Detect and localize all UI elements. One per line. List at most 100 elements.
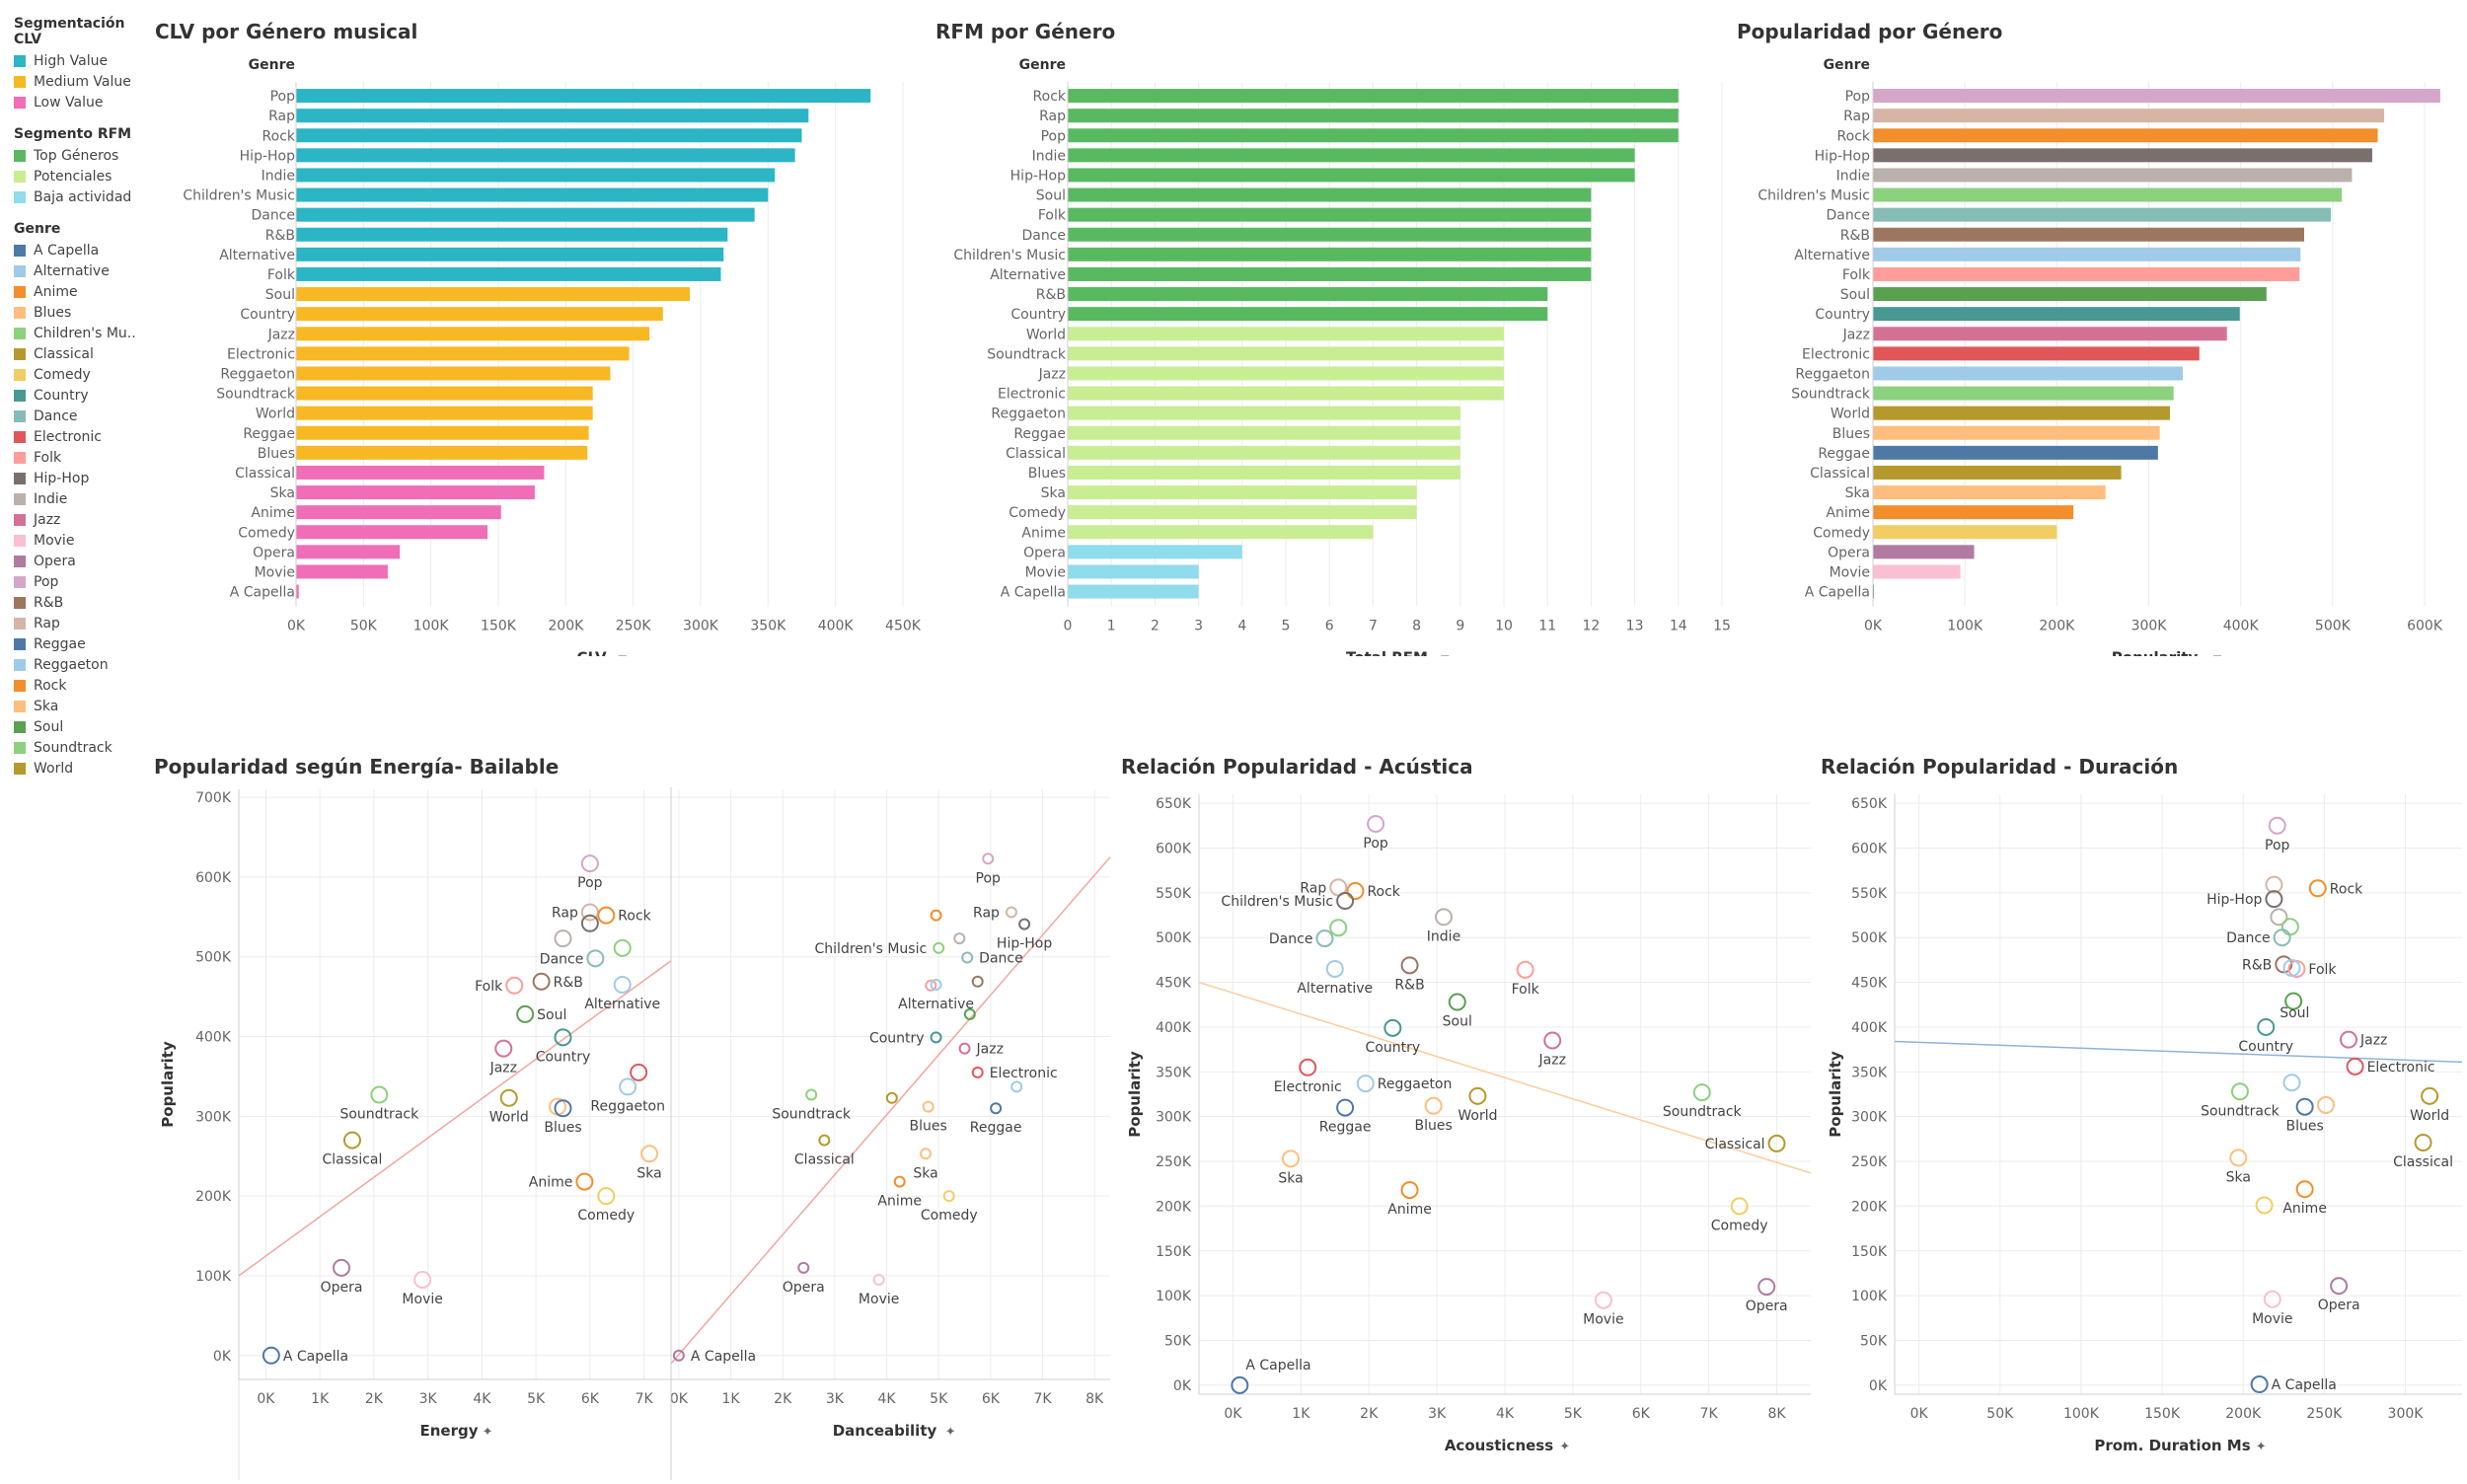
category-label: Reggaeton <box>220 366 295 382</box>
data-point <box>613 938 632 957</box>
y-tick-label: 450K <box>1156 976 1192 992</box>
point-label: Children's Music <box>815 941 928 957</box>
chart-title: Popularidad por Género <box>1737 20 2003 43</box>
bar <box>1068 366 1504 381</box>
category-label: Indie <box>1836 168 1870 184</box>
point-label: Movie <box>859 1292 899 1307</box>
legend-item[interactable]: World <box>14 758 152 779</box>
legend-item[interactable]: Blues <box>14 302 152 323</box>
legend-item[interactable]: Top Géneros <box>14 145 152 166</box>
clv-bar-chart: 0K 50K 100K 150K 200K 250K 300K 350K 400K 450K Gen… <box>183 57 922 667</box>
bar <box>1068 227 1592 242</box>
legend-item[interactable]: Folk <box>14 447 152 468</box>
legend-item[interactable]: High Value <box>14 50 152 71</box>
bar <box>296 525 488 540</box>
legend-swatch <box>14 409 26 422</box>
x-tick-label: 450K <box>885 619 922 634</box>
legend-item[interactable]: Ska <box>14 696 152 716</box>
category-label: Ska <box>1845 485 1870 501</box>
category-label: Movie <box>1830 564 1870 580</box>
legend-item[interactable]: R&B <box>14 592 152 613</box>
point-label: Alternative <box>1297 981 1373 997</box>
legend-swatch <box>14 492 26 505</box>
x-tick-label: 2 <box>1151 619 1159 634</box>
bar <box>1873 366 2183 381</box>
legend-label: Blues <box>34 304 72 321</box>
legend-item[interactable]: Jazz <box>14 509 152 530</box>
bar <box>296 505 501 520</box>
legend-item[interactable]: Soul <box>14 716 152 737</box>
legend-label: Jazz <box>34 511 61 528</box>
point-label: Anime <box>2282 1201 2327 1217</box>
legend-item[interactable]: Low Value <box>14 92 152 112</box>
legend-item[interactable]: Children's Mu.. <box>14 323 152 343</box>
legend-item[interactable]: Medium Value <box>14 71 152 92</box>
legend-item[interactable]: Rock <box>14 675 152 696</box>
row-header: Genre <box>249 57 295 73</box>
legend-item[interactable]: Reggae <box>14 633 152 654</box>
legend-item[interactable]: Reggaeton <box>14 654 152 675</box>
category-label: Soul <box>265 287 295 303</box>
legend-item[interactable]: A Capella <box>14 240 152 260</box>
data-point <box>580 854 599 873</box>
legend-item[interactable]: Dance <box>14 406 152 426</box>
legend-item[interactable]: Alternative <box>14 260 152 281</box>
y-axis-title: Popularity <box>1827 1051 1844 1138</box>
bar <box>1068 465 1460 480</box>
legend-item[interactable]: Hip-Hop <box>14 468 152 488</box>
data-point <box>1231 1375 1249 1394</box>
point-label: Dance <box>2226 930 2271 946</box>
y-tick-label: 0K <box>213 1349 232 1365</box>
data-point <box>2273 928 2291 947</box>
row-header: Genre <box>1019 57 1066 73</box>
legend-item[interactable]: Electronic <box>14 426 152 447</box>
x-tick-label: 2K <box>774 1391 792 1407</box>
bar <box>296 406 593 420</box>
data-point <box>1435 908 1453 927</box>
point-label: Rap <box>1300 880 1326 896</box>
legend-item[interactable]: Comedy <box>14 364 152 385</box>
bar <box>296 287 691 302</box>
point-label: Electronic <box>2367 1060 2435 1076</box>
point-label: Soul <box>1443 1014 1472 1030</box>
data-point <box>933 941 945 954</box>
legend-item[interactable]: Classical <box>14 343 152 364</box>
data-point <box>1448 993 1466 1011</box>
data-point <box>619 1077 637 1096</box>
legend-item[interactable]: Country <box>14 385 152 406</box>
legend-item[interactable]: Movie <box>14 530 152 551</box>
point-label: Pop <box>577 875 603 891</box>
category-label: Blues <box>258 446 295 462</box>
legend-item[interactable]: Rap <box>14 613 152 633</box>
category-label: Rap <box>268 109 295 124</box>
data-point <box>818 1134 831 1147</box>
category-label: Jazz <box>1842 327 1870 342</box>
legend-label: Soul <box>34 718 64 735</box>
point-label: Movie <box>2252 1311 2292 1327</box>
chart-clv: CLV por Género musical 0K 50K 100K 150K 200K… <box>153 15 933 667</box>
point-label: Soundtrack <box>1663 1104 1743 1120</box>
data-point <box>672 1349 685 1362</box>
legend-item[interactable]: Potenciales <box>14 166 152 186</box>
point-label: Blues <box>544 1120 581 1136</box>
category-label: Pop <box>270 89 296 105</box>
legend-item[interactable]: Pop <box>14 571 152 592</box>
legend-item[interactable]: Indie <box>14 488 152 509</box>
x-tick-label: 300K <box>2131 619 2168 634</box>
legend-item[interactable]: Anime <box>14 281 152 302</box>
category-label: Soul <box>1840 287 1870 303</box>
point-label: Blues <box>2286 1119 2324 1135</box>
legend-label: Reggaeton <box>34 656 109 673</box>
chart-title: Relación Popularidad - Duración <box>1821 755 2179 779</box>
data-point <box>554 929 572 948</box>
bar <box>296 584 299 599</box>
legend-item[interactable]: Opera <box>14 551 152 571</box>
legend-item[interactable]: Baja actividad <box>14 186 152 207</box>
category-label: Indie <box>1032 148 1066 164</box>
y-tick-label: 400K <box>1851 1020 1888 1036</box>
bar <box>296 465 545 480</box>
point-label: Hip-Hop <box>997 936 1052 952</box>
bar <box>296 168 776 183</box>
data-point <box>499 1088 518 1107</box>
legend-item[interactable]: Soundtrack <box>14 737 152 758</box>
